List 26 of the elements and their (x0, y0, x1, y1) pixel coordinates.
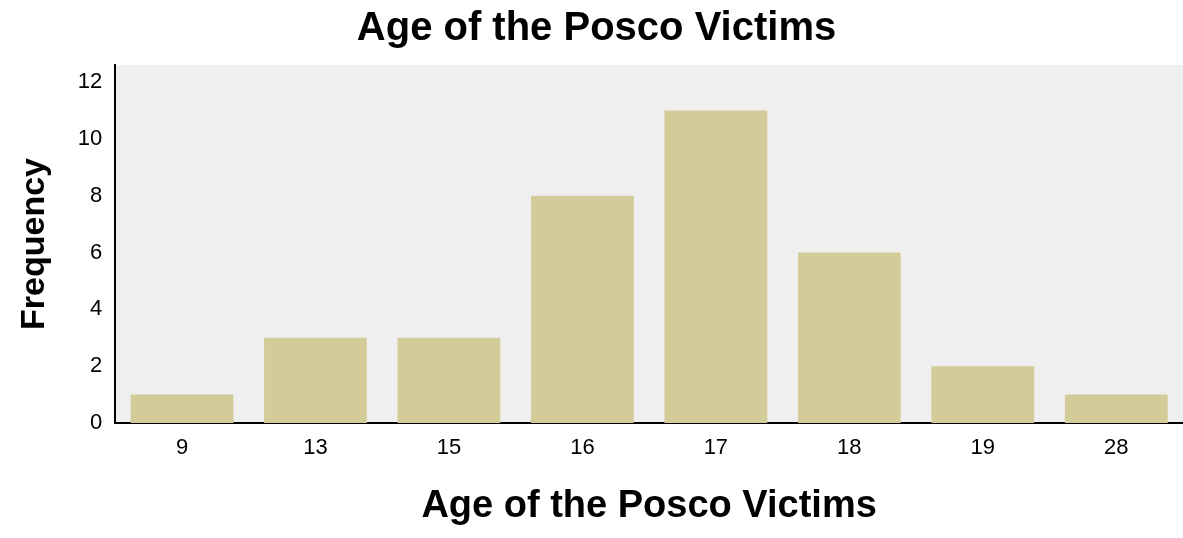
bar (264, 337, 367, 423)
x-tick-label: 9 (175, 434, 189, 460)
bar (664, 110, 768, 423)
x-tick-label: 18 (837, 434, 862, 460)
x-tick-label: 16 (570, 434, 595, 460)
y-tick-label: 10 (77, 124, 103, 150)
x-tick-label: 19 (970, 434, 996, 460)
y-tick-label: 4 (90, 295, 103, 321)
y-tick-label: 8 (90, 181, 103, 207)
bar (130, 394, 234, 423)
x-axis-title: Age of the Posco Victims (421, 482, 877, 525)
y-tick-label: 0 (90, 409, 103, 435)
bar (397, 337, 501, 423)
y-tick-label: 2 (90, 352, 103, 378)
x-tick-label: 17 (703, 434, 729, 460)
x-tick-label: 15 (436, 434, 462, 460)
bar (797, 252, 901, 423)
x-tick-label: 28 (1104, 434, 1129, 460)
y-tick-label: 6 (90, 238, 103, 264)
y-axis-title: Frequency (12, 157, 51, 330)
bar (531, 195, 634, 423)
bar (1064, 394, 1168, 423)
bar (931, 366, 1035, 423)
x-tick-label: 13 (303, 434, 328, 460)
y-tick-label: 12 (77, 68, 103, 94)
chart-title: Age of the Posco Victims (356, 4, 837, 49)
